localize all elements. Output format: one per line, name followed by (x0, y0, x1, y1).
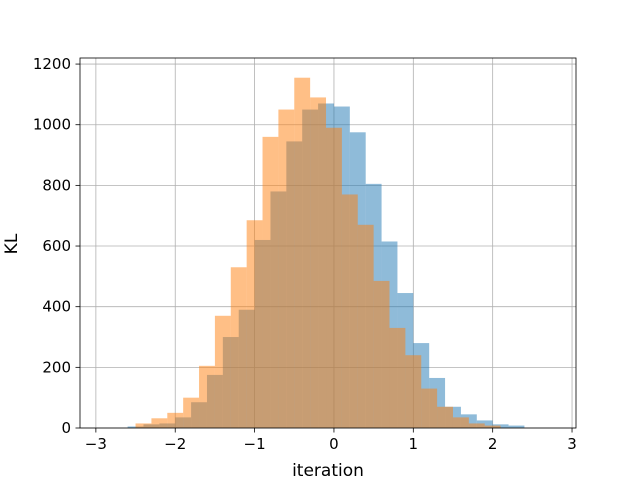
x-tick-label: −1 (244, 435, 266, 453)
y-axis-title: KL (2, 233, 22, 254)
ticks-layer: −3 −2 −1 0 1 2 3 0 200 400 600 800 1000 1200 (33, 55, 577, 453)
histogram-bar-series-2 (199, 365, 215, 428)
histogram-bar-series-2 (341, 194, 358, 428)
histogram-bar-series-2 (246, 220, 263, 428)
histogram-bar-series-2 (421, 388, 438, 428)
x-axis-title: iteration (292, 461, 364, 480)
histogram-bar-series-2 (278, 109, 295, 429)
y-tick-label: 0 (61, 419, 71, 437)
histogram-bar-series-2 (389, 327, 406, 428)
histogram-bar-series-2 (484, 425, 501, 428)
bars-layer (127, 77, 525, 429)
x-tick-label: −2 (164, 435, 186, 453)
y-tick-label: 1000 (33, 116, 71, 134)
x-tick-label: 2 (488, 435, 498, 453)
histogram-bar-series-1 (508, 425, 525, 428)
histogram-bar-series-2 (262, 136, 279, 428)
x-tick-label: 0 (329, 435, 339, 453)
histogram-bar-series-2 (135, 423, 152, 428)
histogram-bar-series-2 (230, 267, 247, 428)
histogram-bar-series-2 (468, 423, 485, 428)
y-tick-label: 800 (42, 176, 71, 194)
x-tick-label: −3 (85, 435, 107, 453)
histogram-bar-series-2 (310, 97, 327, 428)
histogram-bar-series-2 (373, 280, 390, 428)
histogram-bar-series-2 (167, 412, 184, 428)
histogram-bar-series-2 (151, 418, 168, 428)
histogram-bar-series-2 (294, 77, 311, 429)
x-tick-label: 1 (409, 435, 419, 453)
histogram-bar-series-2 (214, 315, 231, 428)
histogram-bar-series-2 (357, 224, 374, 428)
histogram-bar-series-2 (326, 127, 342, 429)
y-tick-label: 200 (42, 358, 71, 376)
plot-frame (79, 57, 577, 429)
histogram-bar-series-2 (183, 397, 200, 428)
y-tick-label: 400 (42, 298, 71, 316)
histogram-bar-series-2 (405, 355, 422, 428)
histogram-bar-series-2 (452, 417, 469, 428)
histogram-bar-series-2 (437, 406, 453, 428)
y-tick-label: 600 (42, 237, 71, 255)
axes-layer (79, 57, 577, 429)
y-tick-label: 1200 (33, 55, 71, 73)
x-tick-label: 3 (567, 435, 577, 453)
